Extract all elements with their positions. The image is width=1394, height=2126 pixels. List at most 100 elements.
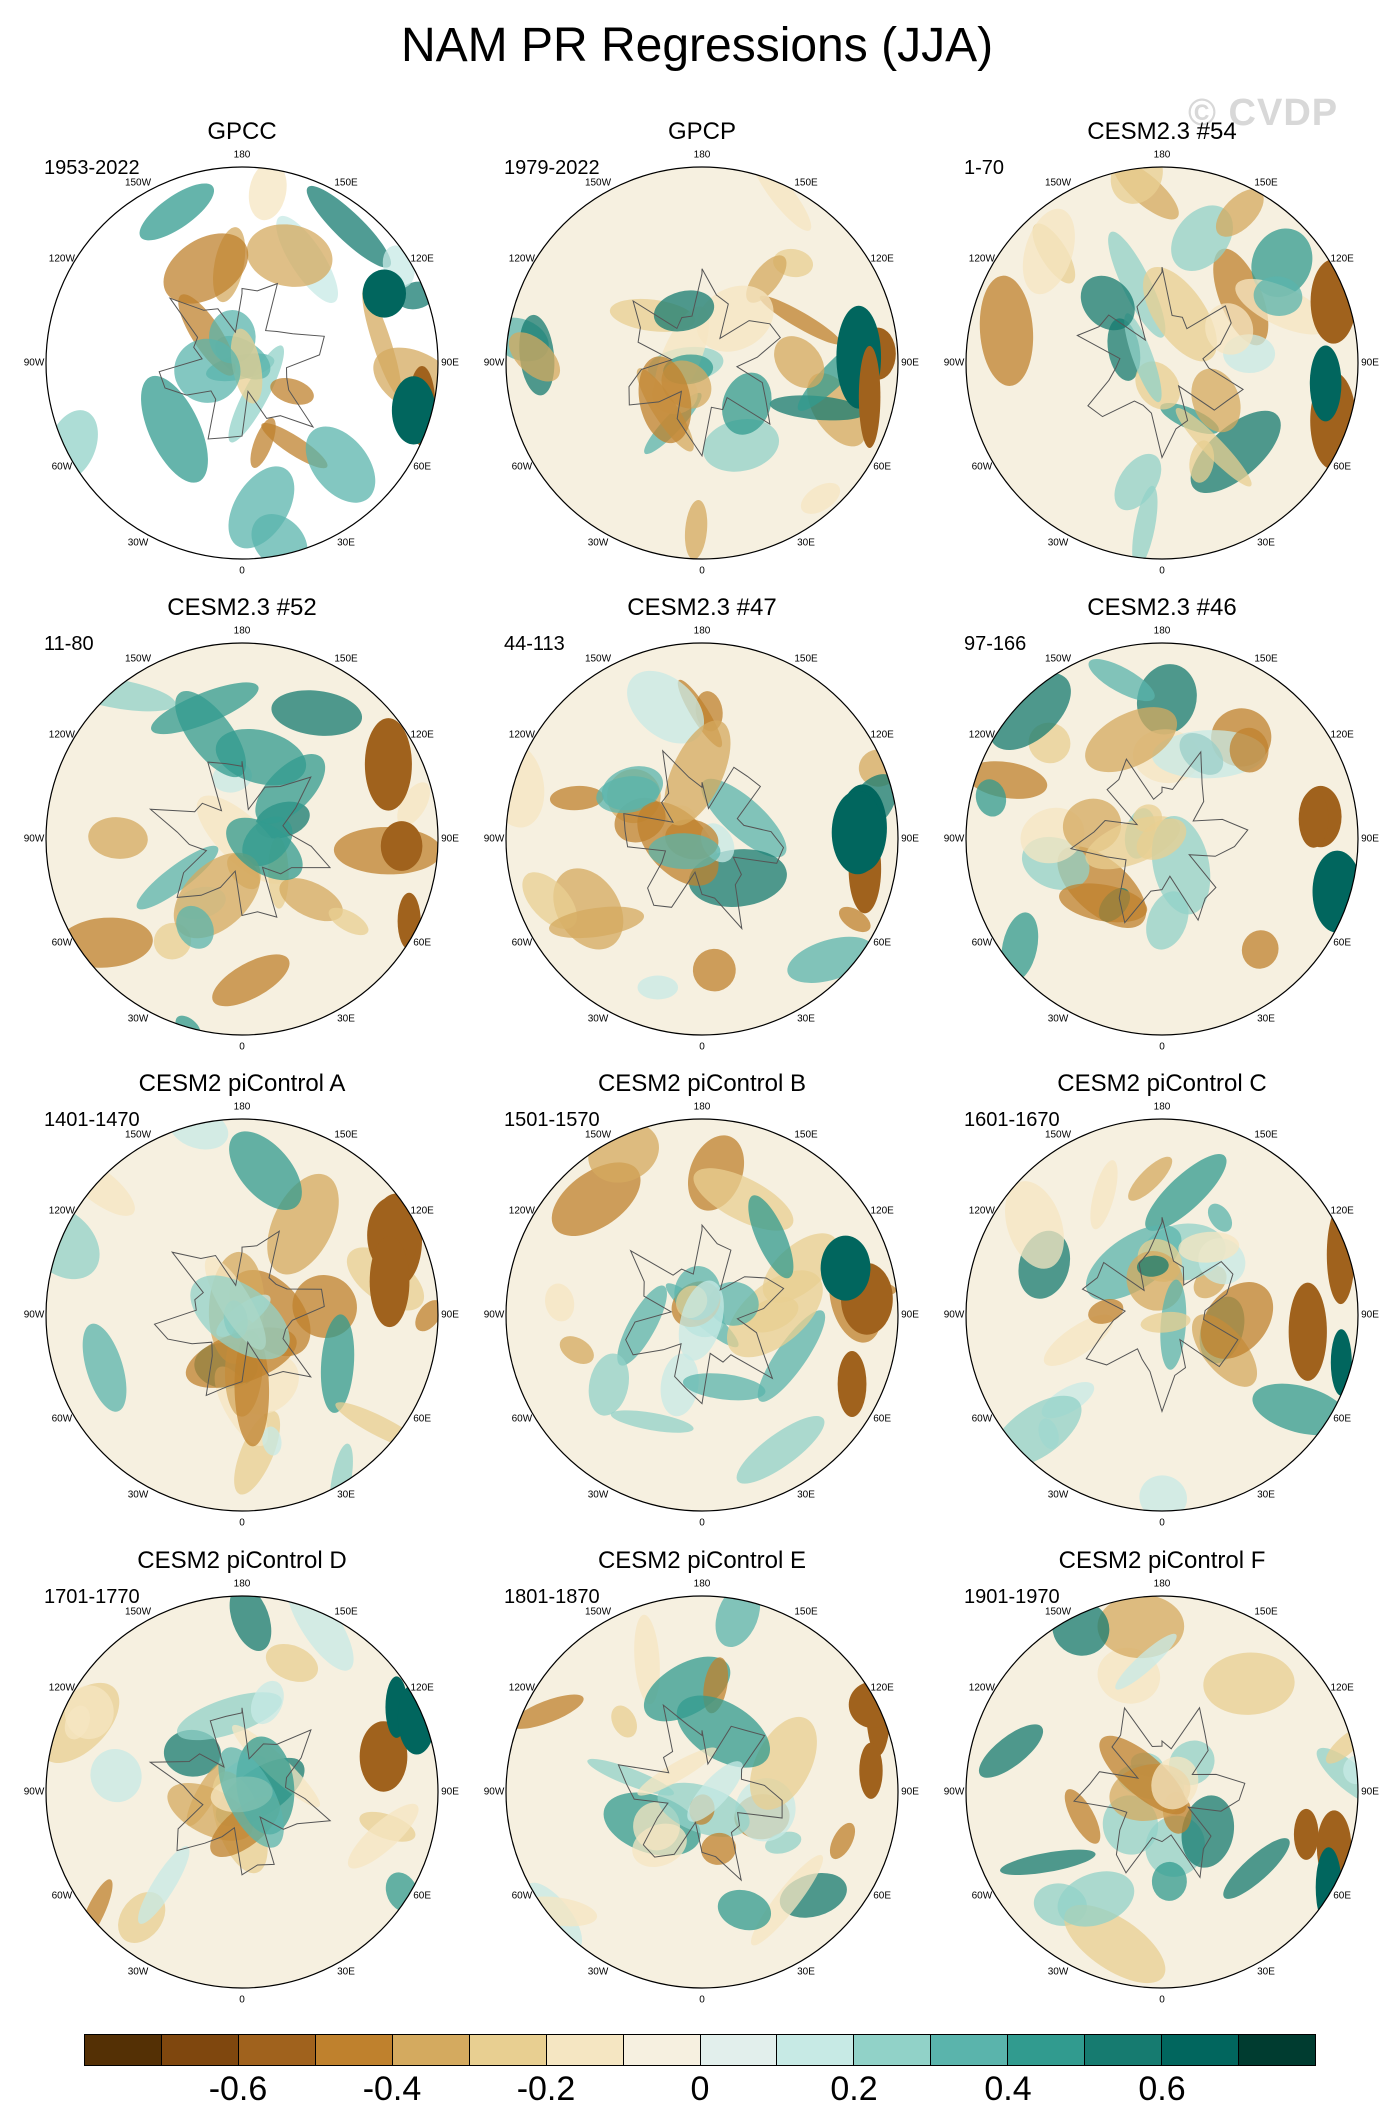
longitude-label: 120W bbox=[508, 1205, 535, 1217]
longitude-label: 60E bbox=[873, 461, 892, 473]
longitude-label: 60E bbox=[413, 1413, 432, 1425]
anomaly-blob bbox=[169, 1119, 229, 1150]
longitude-label: 120E bbox=[870, 729, 894, 741]
panel-title: GPCP bbox=[667, 118, 736, 145]
panel-period: 1701-1770 bbox=[44, 1586, 140, 1608]
longitude-label: 120W bbox=[508, 729, 535, 741]
longitude-label: 150E bbox=[794, 1606, 818, 1618]
anomaly-blob bbox=[1064, 1789, 1101, 1844]
longitude-label: 180 bbox=[1153, 1101, 1171, 1113]
colorbar-swatch bbox=[469, 2035, 547, 2065]
longitude-label: 30W bbox=[127, 537, 149, 549]
anomaly-blob bbox=[678, 1280, 724, 1361]
anomaly-blob bbox=[1085, 707, 1178, 773]
anomaly-blob bbox=[362, 288, 402, 397]
longitude-label: 150W bbox=[124, 1129, 152, 1141]
longitude-label: 120E bbox=[1330, 1205, 1354, 1217]
panel-period: 1601-1670 bbox=[964, 1109, 1060, 1131]
longitude-label: 0 bbox=[1159, 1041, 1165, 1053]
anomaly-blob bbox=[248, 167, 287, 221]
anomaly-blob bbox=[1088, 659, 1155, 702]
colorbar-tick-label: -0.4 bbox=[362, 2070, 422, 2108]
longitude-label: 150E bbox=[1254, 653, 1278, 665]
anomaly-blob bbox=[506, 742, 545, 828]
longitude-label: 60W bbox=[511, 937, 533, 949]
anomaly-blob bbox=[687, 1761, 744, 1822]
longitude-label: 150E bbox=[1254, 1606, 1278, 1618]
anomaly-blob bbox=[141, 375, 208, 483]
longitude-label: 120W bbox=[48, 1205, 75, 1217]
strong-anomaly bbox=[1315, 1847, 1342, 1928]
strong-anomaly bbox=[859, 1742, 883, 1799]
panel-title: CESM2 piControl F bbox=[1058, 1547, 1266, 1574]
longitude-label: 90W bbox=[483, 357, 505, 369]
panel-title: CESM2.3 #52 bbox=[167, 594, 317, 621]
map-border bbox=[965, 642, 1359, 1036]
coastline bbox=[1081, 1217, 1239, 1414]
longitude-label: 120W bbox=[968, 729, 995, 741]
longitude-label: 0 bbox=[1159, 565, 1165, 577]
anomaly-blob bbox=[175, 690, 247, 778]
longitude-label: 120W bbox=[968, 253, 995, 265]
longitude-label: 120E bbox=[1330, 253, 1354, 265]
anomaly-blob bbox=[838, 906, 871, 933]
anomaly-blob bbox=[1090, 1160, 1118, 1230]
coastline bbox=[148, 761, 332, 918]
panel-period: 11-80 bbox=[44, 633, 94, 655]
colorbar-swatch bbox=[623, 2035, 701, 2065]
longitude-label: 0 bbox=[699, 1041, 705, 1053]
longitude-label: 90W bbox=[483, 833, 505, 845]
panel-title: GPCC bbox=[207, 118, 277, 145]
longitude-label: 90W bbox=[23, 833, 45, 845]
longitude-label: 120E bbox=[410, 729, 434, 741]
longitude-label: 30E bbox=[1257, 1489, 1275, 1501]
panel-title: CESM2.3 #54 bbox=[1087, 118, 1237, 145]
longitude-label: 120W bbox=[508, 1682, 535, 1694]
anomaly-blob bbox=[1200, 1282, 1274, 1359]
longitude-label: 120E bbox=[410, 253, 434, 265]
anomaly-blob bbox=[212, 954, 290, 1007]
longitude-label: 150E bbox=[794, 653, 818, 665]
anomaly-blob bbox=[1223, 1838, 1290, 1899]
map-border bbox=[965, 166, 1359, 560]
anomaly-blob bbox=[1139, 1475, 1187, 1511]
anomaly-blob bbox=[637, 1747, 717, 1796]
map-border bbox=[45, 166, 439, 560]
anomaly-blob bbox=[632, 1823, 687, 1868]
longitude-label: 60W bbox=[511, 461, 533, 473]
longitude-label: 30W bbox=[587, 537, 609, 549]
anomaly-blob bbox=[229, 1596, 272, 1651]
longitude-label: 30W bbox=[1047, 1013, 1069, 1025]
anomaly-blob bbox=[190, 1275, 290, 1360]
anomaly-blob bbox=[415, 1300, 438, 1332]
anomaly-blob bbox=[271, 690, 363, 736]
strong-anomaly bbox=[1288, 1282, 1327, 1381]
anomaly-blob bbox=[1191, 368, 1241, 433]
polar-map bbox=[965, 166, 1359, 560]
longitude-label: 120E bbox=[870, 1682, 894, 1694]
anomaly-blob bbox=[638, 356, 692, 444]
polar-map bbox=[965, 1595, 1359, 1989]
anomaly-blob bbox=[750, 1854, 824, 1946]
anomaly-blob bbox=[800, 482, 841, 514]
polar-map bbox=[45, 1118, 439, 1512]
anomaly-blob bbox=[138, 1846, 190, 1924]
panel-period: 1-70 bbox=[964, 157, 1005, 179]
longitude-label: 60W bbox=[51, 1890, 73, 1902]
longitude-label: 0 bbox=[239, 1041, 245, 1053]
coastline bbox=[1073, 1706, 1246, 1879]
anomaly-blob bbox=[229, 1131, 302, 1210]
anomaly-blob bbox=[262, 1426, 282, 1456]
longitude-label: 60E bbox=[413, 1890, 432, 1902]
anomaly-blob bbox=[320, 1314, 355, 1413]
anomaly-blob bbox=[88, 817, 148, 859]
longitude-label: 60W bbox=[971, 461, 993, 473]
longitude-label: 90W bbox=[483, 1309, 505, 1321]
anomaly-blob bbox=[255, 754, 326, 824]
longitude-label: 180 bbox=[1153, 149, 1171, 161]
anomaly-blob bbox=[1136, 1255, 1169, 1277]
longitude-label: 60E bbox=[873, 1413, 892, 1425]
longitude-label: 90E bbox=[441, 357, 459, 369]
anomaly-blob bbox=[90, 1749, 142, 1803]
anomaly-blob bbox=[228, 466, 295, 549]
